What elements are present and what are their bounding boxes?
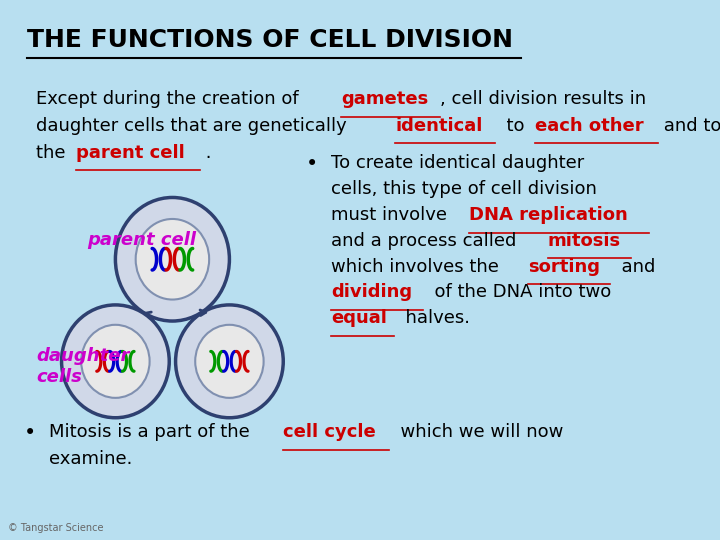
Text: •: • xyxy=(305,154,318,174)
Text: must involve: must involve xyxy=(330,206,452,224)
Text: the: the xyxy=(36,144,71,162)
Text: and a process called: and a process called xyxy=(330,232,522,250)
Ellipse shape xyxy=(81,325,150,398)
Text: dividing: dividing xyxy=(330,284,412,301)
Text: of the DNA into two: of the DNA into two xyxy=(423,284,611,301)
Text: •: • xyxy=(24,423,36,443)
Text: halves.: halves. xyxy=(394,309,470,327)
Text: parent cell: parent cell xyxy=(76,144,185,162)
Ellipse shape xyxy=(62,305,169,418)
Text: , cell division results in: , cell division results in xyxy=(440,90,646,108)
Text: THE FUNCTIONS OF CELL DIVISION: THE FUNCTIONS OF CELL DIVISION xyxy=(27,28,513,52)
Text: cell cycle: cell cycle xyxy=(283,423,376,441)
Text: equal: equal xyxy=(330,309,387,327)
Text: .: . xyxy=(199,144,211,162)
Text: Mitosis is a part of the: Mitosis is a part of the xyxy=(49,423,256,441)
Text: mitosis: mitosis xyxy=(548,232,621,250)
Text: which we will now: which we will now xyxy=(389,423,563,441)
Text: which involves the: which involves the xyxy=(330,258,505,275)
Text: identical: identical xyxy=(395,117,483,135)
Text: daughter
cells: daughter cells xyxy=(36,347,130,386)
Text: © Tangstar Science: © Tangstar Science xyxy=(8,523,103,533)
Text: Except during the creation of: Except during the creation of xyxy=(36,90,305,108)
Text: sorting: sorting xyxy=(528,258,600,275)
Ellipse shape xyxy=(115,198,230,321)
Ellipse shape xyxy=(176,305,283,418)
Ellipse shape xyxy=(135,219,209,300)
Text: examine.: examine. xyxy=(49,450,132,468)
Text: each other: each other xyxy=(535,117,643,135)
Text: and: and xyxy=(610,258,655,275)
Text: daughter cells that are genetically: daughter cells that are genetically xyxy=(36,117,353,135)
Text: parent cell: parent cell xyxy=(87,232,196,249)
Text: cells, this type of cell division: cells, this type of cell division xyxy=(330,180,597,198)
Ellipse shape xyxy=(195,325,264,398)
Text: To create identical daughter: To create identical daughter xyxy=(330,154,584,172)
Text: to: to xyxy=(495,117,530,135)
Text: and to: and to xyxy=(658,117,720,135)
Text: gametes: gametes xyxy=(341,90,428,108)
Text: DNA replication: DNA replication xyxy=(469,206,628,224)
